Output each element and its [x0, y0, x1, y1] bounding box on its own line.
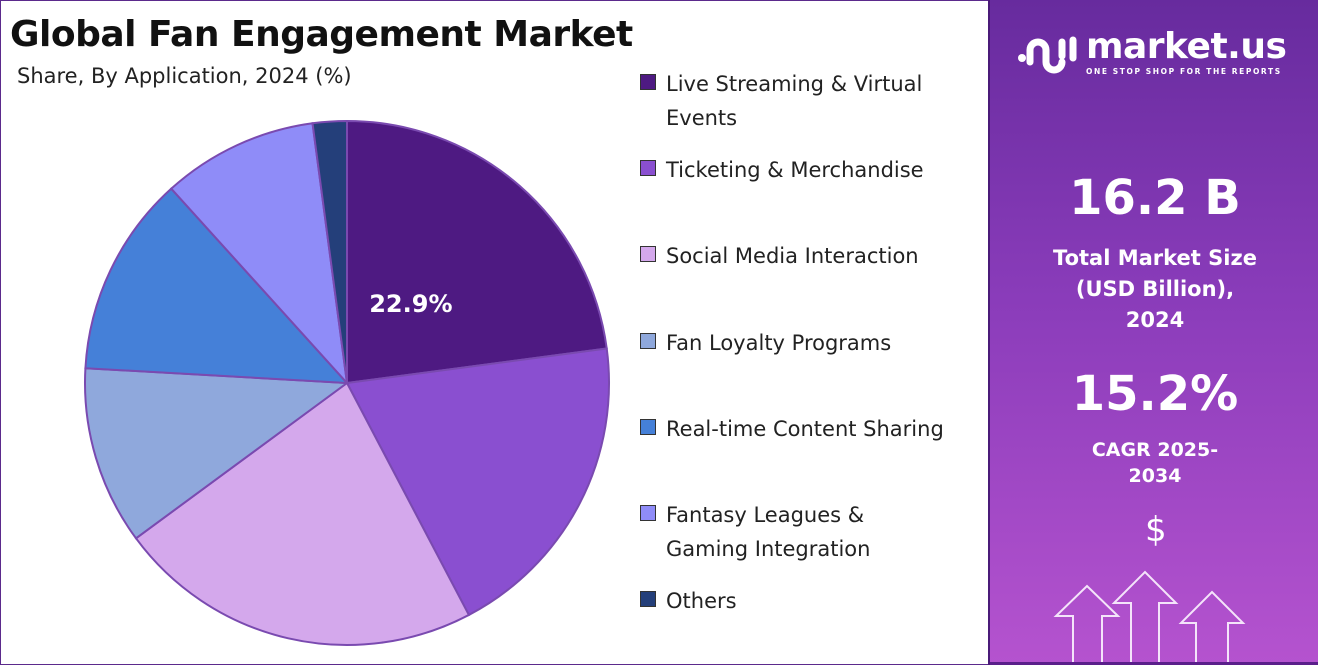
legend-label: Fan Loyalty Programs: [666, 331, 892, 355]
legend-swatch: [640, 591, 656, 607]
legend-label: Real-time Content Sharing: [666, 417, 944, 441]
pie-slice-4: [84, 367, 350, 540]
data-label: 22.9%: [369, 290, 452, 318]
logo-tagline: ONE STOP SHOP FOR THE REPORTS: [1086, 66, 1282, 76]
legend-item: Live Streaming & Virtual Events: [640, 67, 976, 135]
legend-item: Social Media Interaction: [640, 239, 976, 273]
market-size-label: Total Market Size (USD Billion), 2024: [1053, 246, 1257, 332]
pie-slice-1: [346, 119, 608, 385]
summary-panel: market.us ONE STOP SHOP FOR THE REPORTS …: [988, 0, 1318, 665]
growth-arrows-icon: [1053, 570, 1246, 665]
legend-label: Others: [666, 589, 737, 613]
pie-slice-3: [134, 381, 471, 646]
legend-label: Fantasy Leagues & Gaming Integration: [666, 503, 871, 561]
legend-label: Social Media Interaction: [666, 244, 919, 268]
legend-swatch: [640, 505, 656, 521]
legend-item: Real-time Content Sharing: [640, 412, 976, 446]
legend-item: Fan Loyalty Programs: [640, 326, 976, 360]
legend-item: Ticketing & Merchandise: [640, 153, 976, 187]
chart-subtitle: Share, By Application, 2024 (%): [17, 64, 352, 88]
legend-label: Ticketing & Merchandise: [666, 158, 924, 182]
pie-slice-2: [345, 347, 610, 617]
pie-slice-5: [84, 187, 350, 385]
market-size-value: 16.2 B: [1069, 170, 1241, 226]
market-us-logo-icon: [1018, 36, 1077, 74]
legend-item: Fantasy Leagues & Gaming Integration: [640, 498, 906, 566]
pie-chart: 22.9%: [84, 119, 610, 646]
dollar-icon: $: [1145, 510, 1167, 550]
logo-text: market.us: [1086, 25, 1287, 67]
logo: market.us ONE STOP SHOP FOR THE REPORTS: [1016, 25, 1287, 76]
panel-bottom-bar: [990, 662, 1318, 665]
legend-label: Live Streaming & Virtual Events: [666, 72, 923, 130]
legend-swatch: [640, 160, 656, 176]
pie-slice-6: [169, 122, 349, 387]
pie-slice-7: [311, 119, 348, 384]
legend-swatch: [640, 74, 656, 90]
legend-swatch: [640, 419, 656, 435]
cagr-label: CAGR 2025-2034: [1091, 439, 1219, 487]
chart-title: Global Fan Engagement Market: [10, 14, 633, 55]
legend-swatch: [640, 333, 656, 349]
legend-swatch: [640, 246, 656, 262]
cagr-value: 15.2%: [1071, 366, 1239, 422]
legend-item: Others: [640, 584, 976, 618]
